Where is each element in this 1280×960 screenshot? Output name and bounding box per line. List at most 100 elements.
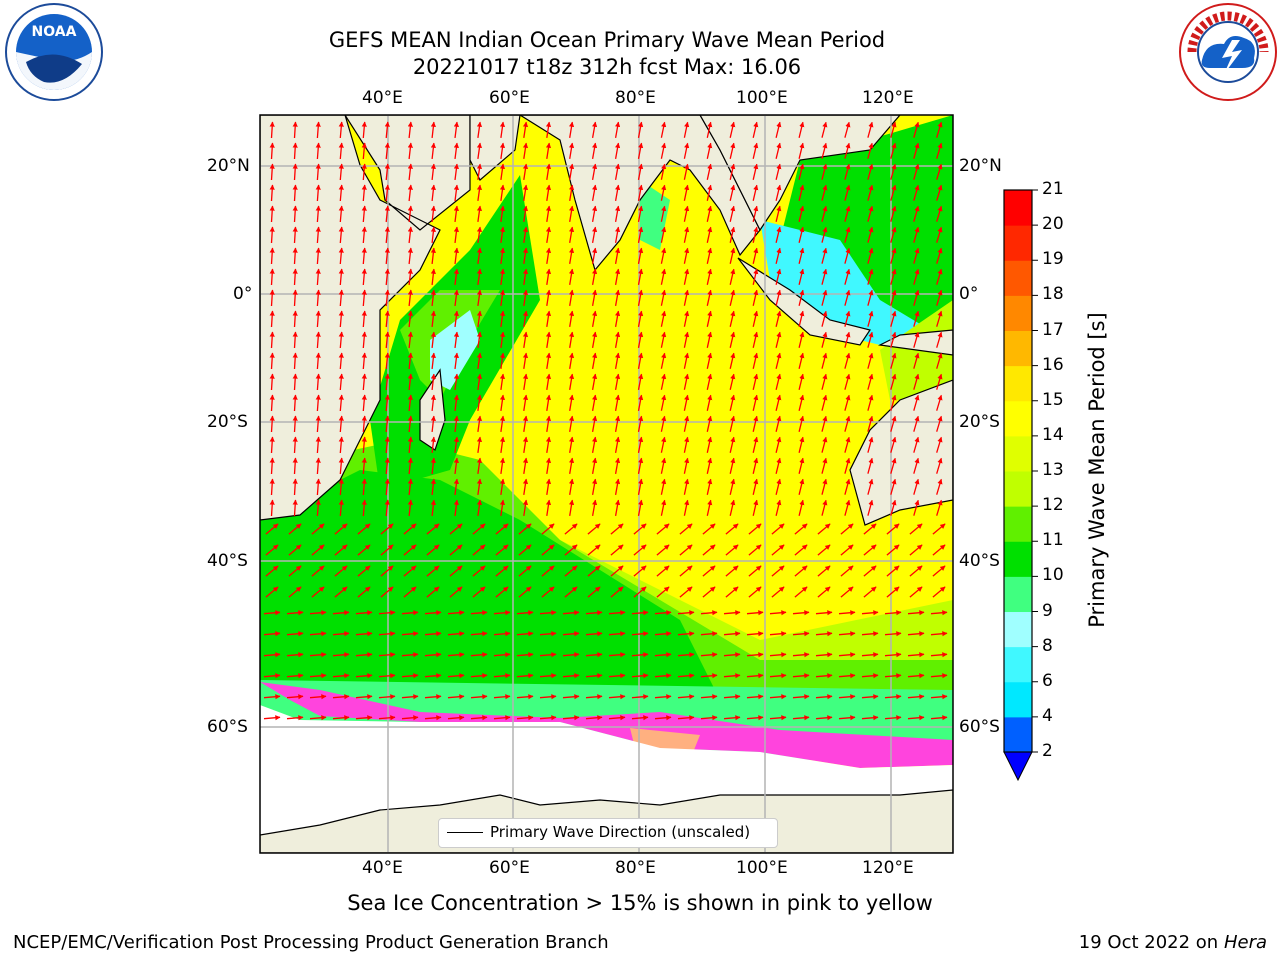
wave-arrow — [587, 565, 601, 577]
wave-arrow — [821, 457, 828, 474]
wave-arrow — [380, 523, 394, 535]
wave-arrow — [936, 436, 943, 453]
wave-arrow — [361, 247, 367, 265]
wave-arrow — [292, 499, 298, 517]
wave-arrow — [913, 352, 920, 369]
wave-arrow — [591, 394, 598, 412]
wave-arrow — [338, 226, 344, 244]
wave-arrow — [821, 226, 828, 243]
wave-arrow — [867, 394, 874, 411]
wave-arrow — [585, 610, 603, 616]
wave-arrow — [568, 436, 575, 454]
wave-arrow — [817, 523, 831, 535]
wave-arrow — [591, 142, 598, 160]
wave-arrow — [430, 331, 436, 348]
wave-arrow — [660, 394, 667, 411]
wave-arrow — [932, 586, 946, 598]
wave-arrow — [821, 394, 828, 411]
wave-arrow — [334, 565, 348, 577]
wave-arrow — [654, 652, 672, 658]
wave-arrow — [499, 310, 506, 327]
wave-arrow — [821, 310, 828, 327]
lon-label-top-5: 120°E — [862, 88, 914, 108]
wave-arrow — [723, 715, 741, 721]
wave-arrow — [361, 331, 367, 349]
wave-arrow — [453, 436, 459, 453]
wave-arrow — [564, 523, 578, 535]
wave-arrow — [355, 610, 373, 616]
wave-arrow — [476, 184, 483, 201]
wave-arrow — [403, 586, 417, 598]
wave-arrow — [654, 694, 672, 700]
wave-arrow — [660, 478, 667, 495]
wave-arrow — [430, 289, 436, 306]
wave-arrow — [821, 247, 828, 264]
wave-arrow — [292, 373, 298, 391]
wave-arrow — [288, 523, 302, 535]
wave-arrow — [794, 544, 808, 556]
wave-arrow — [493, 652, 511, 658]
wave-arrow — [401, 631, 419, 637]
wave-arrow — [884, 694, 902, 700]
wave-arrow — [861, 673, 879, 679]
wave-arrow — [585, 652, 603, 658]
wave-arrow — [844, 415, 851, 432]
wave-arrow — [794, 565, 808, 577]
wave-arrow — [499, 478, 506, 495]
wave-arrow — [683, 310, 690, 327]
wave-arrow — [309, 673, 327, 679]
wave-arrow — [840, 523, 854, 535]
wave-arrow — [430, 163, 436, 180]
wave-arrow — [863, 544, 877, 556]
colorbar-tick-label: 15 — [1042, 389, 1064, 410]
colorbar-swatch-9 — [1004, 435, 1032, 472]
wave-arrow — [545, 163, 552, 180]
wave-arrow — [338, 478, 344, 496]
wave-arrow — [591, 478, 598, 496]
wave-arrow — [476, 331, 483, 348]
wave-arrow — [725, 586, 739, 598]
wave-arrow — [683, 289, 690, 306]
lon-label-bottom-4: 100°E — [736, 858, 788, 878]
wave-arrow — [269, 331, 275, 349]
colorbar-tick-label: 2 — [1042, 741, 1053, 761]
wave-arrow — [476, 226, 483, 243]
colorbar-swatch-14 — [1004, 260, 1032, 296]
wave-arrow — [334, 544, 348, 556]
wave-arrow — [775, 415, 782, 432]
wave-arrow — [562, 694, 580, 700]
lon-label-top-4: 100°E — [736, 88, 788, 108]
africa-arabia — [260, 115, 471, 521]
wave-arrow — [798, 121, 805, 138]
wave-arrow — [426, 565, 440, 577]
wave-arrow — [867, 163, 874, 180]
wave-arrow — [384, 457, 390, 475]
wave-arrow — [591, 436, 598, 454]
wave-arrow — [838, 673, 856, 679]
wave-arrow — [403, 523, 417, 535]
wave-arrow — [867, 478, 874, 495]
wave-arrow — [752, 142, 759, 159]
wave-arrow — [591, 415, 598, 433]
wave-arrow — [269, 163, 275, 181]
wave-arrow — [821, 436, 828, 453]
wave-arrow — [263, 715, 281, 721]
wave-arrow — [338, 268, 344, 286]
wave-arrow — [587, 586, 601, 598]
wave-arrow — [292, 394, 298, 412]
wave-arrow — [890, 373, 897, 390]
wave-arrow — [683, 268, 690, 285]
wave-arrow — [591, 121, 598, 139]
wave-arrow — [746, 652, 764, 658]
wave-arrow — [407, 226, 413, 244]
wave-arrow — [838, 652, 856, 658]
wave-arrow — [798, 394, 805, 411]
wave-arrow — [403, 565, 417, 577]
wave-arrow — [838, 694, 856, 700]
wave-arrow — [315, 331, 321, 349]
wave-arrow — [821, 373, 828, 390]
wave-arrow — [907, 673, 925, 679]
wave-arrow — [930, 631, 948, 637]
wave-arrow — [315, 352, 321, 370]
wave-arrow — [821, 352, 828, 369]
